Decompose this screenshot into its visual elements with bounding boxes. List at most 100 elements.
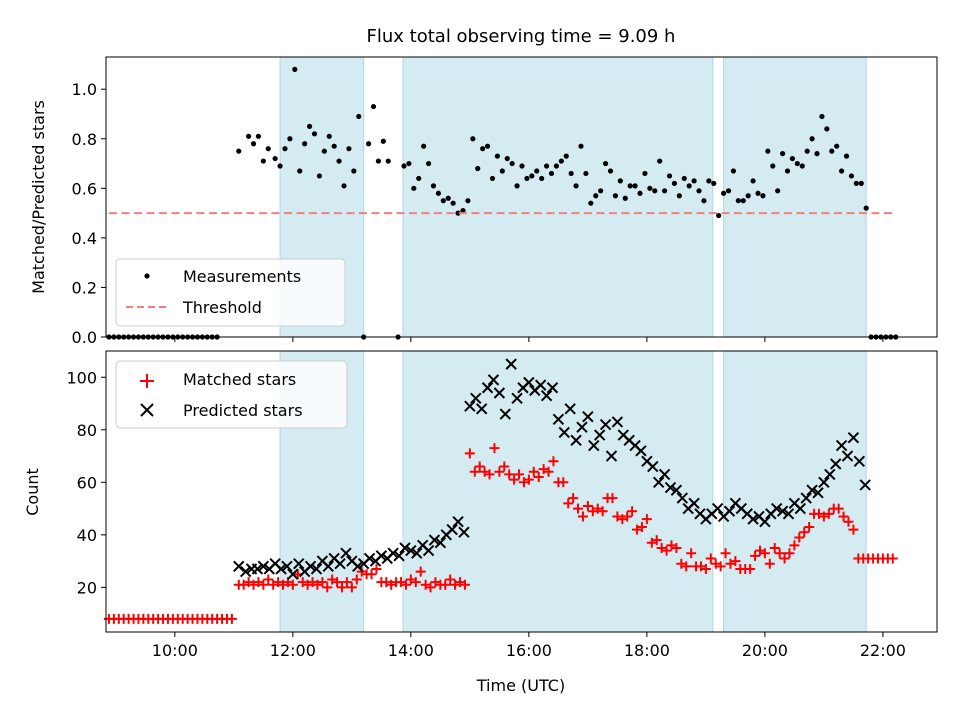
measurements-point xyxy=(784,168,791,174)
predicted-stars-point xyxy=(322,560,334,573)
predicted-stars-point xyxy=(534,379,547,391)
matched-stars-point xyxy=(337,582,348,593)
predicted-stars-point xyxy=(287,568,299,580)
predicted-stars-point xyxy=(835,439,848,452)
matched-stars-point xyxy=(563,498,574,509)
measurements-point xyxy=(824,126,830,132)
matched-stars-point xyxy=(459,579,470,590)
matched-stars-point xyxy=(410,577,421,588)
measurements-point xyxy=(336,158,342,164)
measurements-point xyxy=(711,180,717,186)
y-tick-label: 0.2 xyxy=(72,278,97,297)
measurements-point xyxy=(499,168,505,174)
predicted-stars-point xyxy=(582,410,594,423)
predicted-stars-point xyxy=(446,523,458,536)
predicted-stars-point xyxy=(387,547,399,559)
predicted-stars-point xyxy=(399,542,411,554)
matched-stars-point xyxy=(843,516,854,527)
x-tick-label: 20:00 xyxy=(742,641,788,660)
matched-stars-point xyxy=(577,511,588,522)
measurements-point xyxy=(765,148,771,154)
x-axis-label: Time (UTC) xyxy=(476,676,565,695)
matched-stars-point xyxy=(494,466,505,477)
measurements-point xyxy=(534,168,540,174)
measurements-point xyxy=(642,170,648,177)
top-y-ticks: 0.0 0.2 0.4 0.6 0.8 1.0 xyxy=(72,80,106,347)
matched-stars-point xyxy=(484,469,495,480)
predicted-stars-point xyxy=(812,487,824,499)
measurements-point xyxy=(401,163,407,169)
measurements-point xyxy=(780,151,786,157)
measurements-point xyxy=(425,160,432,167)
measurements-point xyxy=(809,136,815,142)
measurements-point xyxy=(306,123,313,129)
y-tick-label: 100 xyxy=(66,368,97,387)
measurements-point xyxy=(297,168,303,174)
measurements-point xyxy=(848,173,855,179)
top-y-axis-label: Matched/Predicted stars xyxy=(29,100,48,294)
measurements-point xyxy=(568,170,574,177)
predicted-stars-point xyxy=(782,508,795,520)
predicted-stars-point xyxy=(570,434,582,446)
matched-stars-point xyxy=(573,503,584,514)
predicted-stars-point xyxy=(664,481,677,494)
matched-stars-point xyxy=(622,511,633,522)
predicted-stars-point xyxy=(605,450,618,462)
matched-stars-point xyxy=(769,542,780,553)
measurements-point xyxy=(671,180,678,186)
measurements-point xyxy=(406,160,412,167)
predicted-stars-point xyxy=(818,476,830,489)
measurements-point xyxy=(282,146,288,152)
measurements-point xyxy=(843,153,850,159)
matched-stars-point xyxy=(720,548,731,559)
predicted-stars-point xyxy=(464,400,476,412)
top-legend: Measurements Threshold xyxy=(115,258,346,327)
measurements-point xyxy=(346,146,352,152)
predicted-stars-point xyxy=(363,552,376,565)
matched-stars-point xyxy=(263,574,274,585)
predicted-stars-point xyxy=(405,544,417,557)
measurements-point xyxy=(475,165,481,172)
shaded-interval xyxy=(723,56,867,338)
measurements-point xyxy=(617,178,623,184)
predicted-stars-point xyxy=(647,460,659,473)
measurements-point xyxy=(740,198,746,204)
matched-stars-point xyxy=(287,579,298,590)
measurements-point xyxy=(445,195,451,201)
y-tick-label: 60 xyxy=(77,473,97,492)
measurements-point xyxy=(622,195,628,201)
measurements-point xyxy=(686,183,692,189)
predicted-stars-point xyxy=(310,563,323,575)
matched-stars-point xyxy=(848,524,859,535)
measurements-point xyxy=(421,143,427,149)
predicted-stars-point xyxy=(428,534,441,546)
measurements-point xyxy=(250,141,257,147)
measurements-point xyxy=(627,183,633,189)
bottom-y-ticks: 20 40 60 80 100 xyxy=(66,368,106,597)
predicted-stars-point xyxy=(824,468,836,481)
measurements-point xyxy=(543,163,550,169)
predicted-stars-point xyxy=(411,547,423,559)
measurements-point xyxy=(706,178,712,184)
measurements-point xyxy=(725,188,732,194)
predicted-stars-point xyxy=(829,458,842,470)
matched-stars-point xyxy=(499,461,510,472)
measurements-point xyxy=(720,190,727,196)
measurements-point xyxy=(514,183,520,189)
measurements-point xyxy=(321,148,327,154)
bottom-scatter-points xyxy=(103,358,898,624)
matched-stars-point xyxy=(489,443,500,454)
measurements-point xyxy=(539,175,545,182)
measurements-point xyxy=(504,155,510,162)
matched-stars-point xyxy=(317,577,328,588)
measurements-point xyxy=(380,138,386,144)
predicted-stars-point xyxy=(233,560,245,573)
measurements-point xyxy=(524,175,530,182)
measurements-point xyxy=(716,212,722,219)
top-legend-box xyxy=(115,258,346,327)
matched-stars-point xyxy=(671,542,682,553)
matched-stars-point xyxy=(838,511,849,522)
top-shaded-intervals xyxy=(279,56,867,338)
measurements-point xyxy=(277,163,283,169)
measurements-point xyxy=(583,170,589,177)
